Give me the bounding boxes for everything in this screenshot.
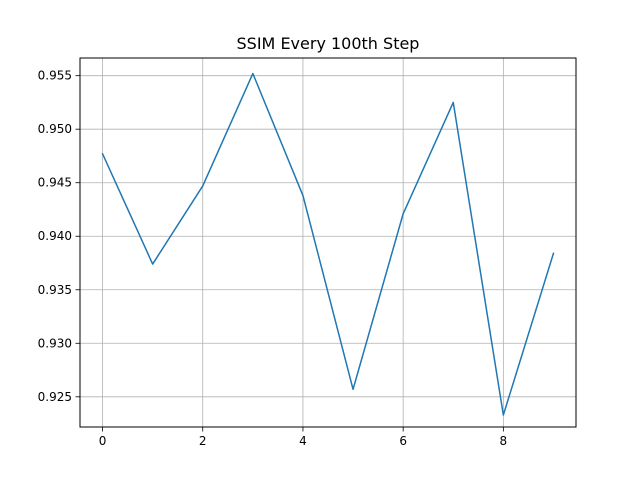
axis-layer: 0 2 4 6 8 0.925 0.930 0.935 0.940 0.945 0.950 0.955 [38,69,508,448]
plot-frame [79,57,577,428]
y-tick-label: 0.930 [38,336,72,350]
x-tick-label: 2 [199,434,207,448]
x-tick-label: 8 [500,434,508,448]
y-tick-label: 0.955 [38,69,72,83]
series-layer [101,72,555,416]
series-line [101,72,555,416]
y-tick-label: 0.945 [38,176,72,190]
x-tick-label: 6 [399,434,407,448]
grid-layer [80,58,576,427]
x-tick-label: 4 [299,434,307,448]
chart-title: SSIM Every 100th Step [237,34,420,53]
y-tick-label: 0.925 [38,390,72,404]
y-tick-label: 0.935 [38,283,72,297]
y-tick-label: 0.940 [38,229,72,243]
y-tick-label: 0.950 [38,122,72,136]
x-tick-label: 0 [99,434,107,448]
